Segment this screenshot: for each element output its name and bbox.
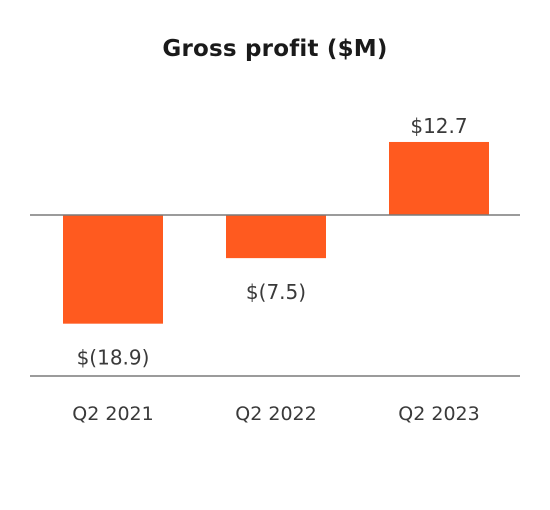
x-tick-label-q2-2021: Q2 2021: [72, 403, 153, 425]
chart-title: Gross profit ($M): [162, 36, 388, 62]
data-label-q2-2023: $12.7: [410, 114, 467, 138]
bar-q2-2023: [389, 141, 489, 215]
x-tick-label-q2-2022: Q2 2022: [235, 403, 316, 425]
data-label-q2-2022: $(7.5): [246, 280, 306, 304]
x-tick-label-q2-2023: Q2 2023: [398, 403, 479, 425]
bar-q2-2022: [226, 215, 326, 259]
data-label-q2-2021: $(18.9): [77, 346, 150, 370]
bar-q2-2021: [63, 215, 163, 324]
